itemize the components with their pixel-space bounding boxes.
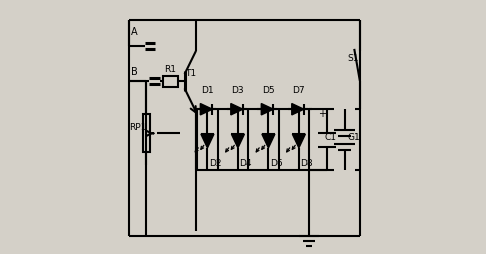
Bar <box>163 76 178 87</box>
Polygon shape <box>262 134 275 148</box>
Text: B: B <box>131 67 138 77</box>
Text: G1: G1 <box>347 133 360 142</box>
Polygon shape <box>231 104 243 115</box>
Text: D3: D3 <box>232 86 244 95</box>
Text: D2: D2 <box>209 159 221 168</box>
Text: A: A <box>131 27 138 37</box>
Polygon shape <box>293 134 305 148</box>
Polygon shape <box>261 104 274 115</box>
Polygon shape <box>201 134 214 148</box>
Text: D4: D4 <box>239 159 252 168</box>
Polygon shape <box>292 104 304 115</box>
Text: +: + <box>318 109 326 119</box>
Text: RP1: RP1 <box>129 122 146 132</box>
Text: D6: D6 <box>270 159 282 168</box>
Bar <box>143 114 150 152</box>
Text: D5: D5 <box>262 86 275 95</box>
Polygon shape <box>200 104 212 115</box>
Text: D7: D7 <box>293 86 305 95</box>
Polygon shape <box>231 134 244 148</box>
Text: D1: D1 <box>201 86 214 95</box>
Text: C1: C1 <box>325 133 337 142</box>
Text: T1: T1 <box>185 69 196 78</box>
Text: D8: D8 <box>300 159 313 168</box>
Text: S1: S1 <box>348 54 359 63</box>
Text: R1: R1 <box>165 65 176 74</box>
